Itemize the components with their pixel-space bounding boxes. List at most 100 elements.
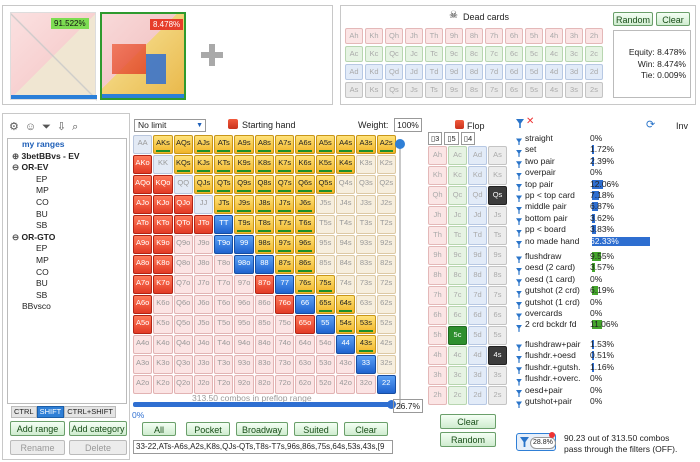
filter-icon[interactable] <box>516 302 522 310</box>
add-range-button[interactable]: Add range <box>10 421 65 436</box>
hand-cell-JJ[interactable]: JJ <box>193 195 214 214</box>
hand-cell-KQs[interactable]: KQs <box>173 155 193 174</box>
hand-cell-54s[interactable]: 54s <box>335 315 356 334</box>
hand-cell-84o[interactable]: 84o <box>254 335 275 354</box>
hand-cell-86o[interactable]: 86o <box>254 295 275 314</box>
hand-cell-85o[interactable]: 85o <box>254 315 275 334</box>
flop-tab-1[interactable]: ▯3 <box>428 132 443 145</box>
stat-row-pp-board[interactable]: pp < board 3.83% <box>516 224 696 238</box>
hand-cell-J8s[interactable]: J8s <box>254 195 275 214</box>
hand-cell-Q5s[interactable]: Q5s <box>315 175 335 194</box>
dead-card-2h[interactable]: 2h <box>585 28 603 44</box>
hand-cell-94o[interactable]: 94o <box>234 335 254 354</box>
flop-card-8s[interactable]: 8s <box>488 266 507 285</box>
broadway-button[interactable]: Broadway <box>236 422 288 436</box>
hand-cell-64s[interactable]: 64s <box>335 295 356 314</box>
hand-cell-98s[interactable]: 98s <box>254 235 275 254</box>
filter-icon[interactable] <box>516 172 522 180</box>
hand-cell-76s[interactable]: 76s <box>295 275 315 294</box>
hand-cell-T8s[interactable]: T8s <box>254 215 275 234</box>
dead-card-4d[interactable]: 4d <box>545 64 563 80</box>
dead-card-7s[interactable]: 7s <box>485 82 503 98</box>
filter-icon[interactable] <box>516 195 522 203</box>
hand-cell-85s[interactable]: 85s <box>315 255 335 274</box>
dead-card-9s[interactable]: 9s <box>445 82 463 98</box>
dead-card-Ks[interactable]: Ks <box>365 82 383 98</box>
hand-cell-K6s[interactable]: K6s <box>295 155 315 174</box>
user-icon[interactable]: ☺ <box>24 121 43 133</box>
dead-card-Qd[interactable]: Qd <box>385 64 403 80</box>
filter-icon[interactable] <box>516 138 522 146</box>
hand-cell-T9s[interactable]: T9s <box>234 215 254 234</box>
flop-card-6c[interactable]: 6c <box>448 306 467 325</box>
hand-cell-72s[interactable]: 72s <box>376 275 396 294</box>
hand-cell-52s[interactable]: 52s <box>376 315 396 334</box>
hand-cell-K9o[interactable]: K9o <box>153 235 173 254</box>
dead-card-7h[interactable]: 7h <box>485 28 503 44</box>
dead-card-Jc[interactable]: Jc <box>405 46 423 62</box>
hand-cell-A2o[interactable]: A2o <box>133 375 153 394</box>
flop-card-7s[interactable]: 7s <box>488 286 507 305</box>
hand-cell-99[interactable]: 99 <box>234 235 254 254</box>
flop-card-Ac[interactable]: Ac <box>448 146 467 165</box>
dead-card-2s[interactable]: 2s <box>585 82 603 98</box>
dead-card-4c[interactable]: 4c <box>545 46 563 62</box>
hand-cell-83o[interactable]: 83o <box>254 355 275 374</box>
dead-cards-clear-button[interactable]: Clear <box>656 12 690 26</box>
filter-icon[interactable] <box>516 390 522 398</box>
hand-cell-95o[interactable]: 95o <box>234 315 254 334</box>
stat-row-pp-top-card[interactable]: pp < top card 7.18% <box>516 190 696 204</box>
tree-item-3betbbvs-ev[interactable]: ⊕ 3betBBvs - EV <box>12 150 80 161</box>
dead-card-Ts[interactable]: Ts <box>425 82 443 98</box>
hand-cell-K7o[interactable]: K7o <box>153 275 173 294</box>
flop-card-8c[interactable]: 8c <box>448 266 467 285</box>
flop-card-Kd[interactable]: Kd <box>468 166 487 185</box>
dead-card-Qc[interactable]: Qc <box>385 46 403 62</box>
hand-cell-92s[interactable]: 92s <box>376 235 396 254</box>
hand-cell-A9o[interactable]: A9o <box>133 235 153 254</box>
hand-cell-33[interactable]: 33 <box>356 355 376 374</box>
stat-row-oesd-pair[interactable]: oesd+pair 0% <box>516 385 696 399</box>
stat-row-flushdraw[interactable]: flushdraw 9.55% <box>516 251 696 265</box>
dead-card-Qs[interactable]: Qs <box>385 82 403 98</box>
hand-cell-QJs[interactable]: QJs <box>193 175 214 194</box>
hand-cell-T6o[interactable]: T6o <box>214 295 234 314</box>
hand-cell-32s[interactable]: 32s <box>376 355 396 374</box>
hand-cell-92o[interactable]: 92o <box>234 375 254 394</box>
flop-tab-3[interactable]: ▯4 <box>460 132 476 145</box>
ctrl-shift-tab[interactable]: CTRL+SHIFT <box>64 406 116 418</box>
flop-card-Js[interactable]: Js <box>488 206 507 225</box>
filter-icon[interactable] <box>516 401 522 409</box>
filter-icon[interactable] <box>516 344 522 352</box>
limit-select[interactable]: No limit ▼ <box>134 119 206 132</box>
hand-cell-96o[interactable]: 96o <box>234 295 254 314</box>
hand-cell-A5s[interactable]: A5s <box>315 135 335 154</box>
hand-cell-87s[interactable]: 87s <box>275 255 295 274</box>
hand-cell-A8s[interactable]: A8s <box>254 135 275 154</box>
dead-card-Qh[interactable]: Qh <box>385 28 403 44</box>
hand-cell-T8o[interactable]: T8o <box>214 255 234 274</box>
dead-card-8h[interactable]: 8h <box>465 28 483 44</box>
dead-card-Tc[interactable]: Tc <box>425 46 443 62</box>
flop-card-7d[interactable]: 7d <box>468 286 487 305</box>
stat-row-set[interactable]: set 1.72% <box>516 144 696 158</box>
dead-card-Kd[interactable]: Kd <box>365 64 383 80</box>
hand-cell-KTs[interactable]: KTs <box>214 155 234 174</box>
filter-icon[interactable] <box>516 324 522 332</box>
stat-row-flushdr-oesd[interactable]: flushdr.+oesd 0.51% <box>516 350 696 364</box>
flop-card-Jh[interactable]: Jh <box>428 206 447 225</box>
dead-card-2c[interactable]: 2c <box>585 46 603 62</box>
hand-cell-J4o[interactable]: J4o <box>193 335 214 354</box>
flop-card-Ad[interactable]: Ad <box>468 146 487 165</box>
hand-cell-J2o[interactable]: J2o <box>193 375 214 394</box>
filter-icon[interactable]: ⏷ <box>42 121 57 133</box>
hand-cell-82s[interactable]: 82s <box>376 255 396 274</box>
hand-cell-Q4s[interactable]: Q4s <box>335 175 356 194</box>
hand-cell-K8s[interactable]: K8s <box>254 155 275 174</box>
filter-icon[interactable] <box>516 355 522 363</box>
flop-card-9c[interactable]: 9c <box>448 246 467 265</box>
hand-cell-A9s[interactable]: A9s <box>234 135 254 154</box>
clear-range-button[interactable]: Clear <box>344 422 388 436</box>
filter-icon[interactable] <box>516 267 522 275</box>
dead-card-4s[interactable]: 4s <box>545 82 563 98</box>
